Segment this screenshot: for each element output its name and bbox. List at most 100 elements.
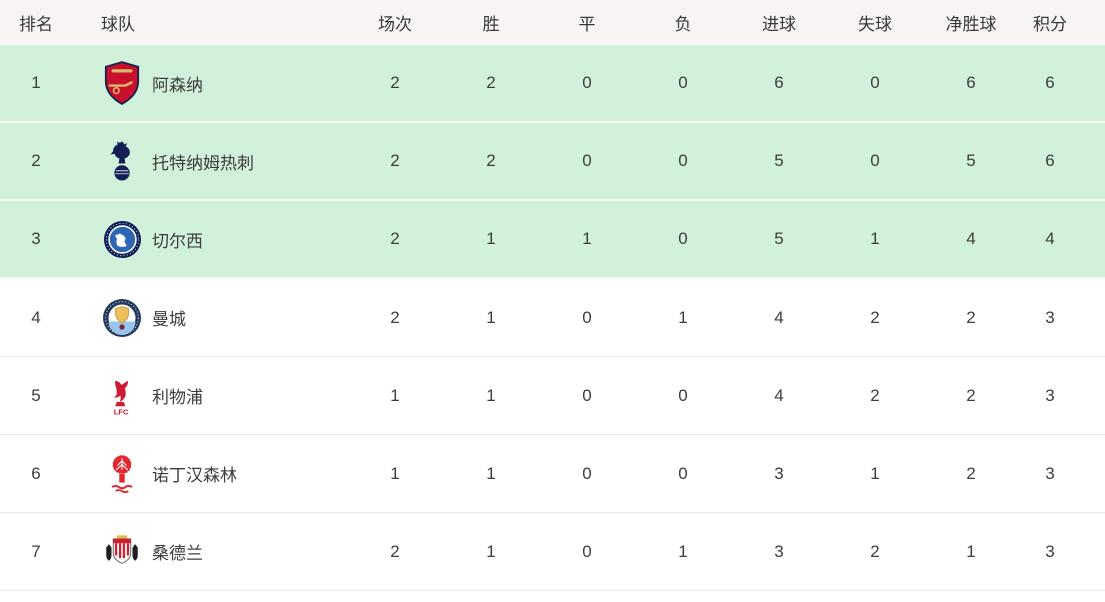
table-row[interactable]: 2 托特纳姆热刺 2 2 0 0 5 0 5 6 — [0, 123, 1105, 201]
header-team: 球队 — [101, 15, 135, 34]
stat-cell: 2 — [390, 73, 400, 92]
stat-cell: 2 — [870, 307, 880, 327]
table-row[interactable]: 5 LFC 利物浦 1 1 0 0 4 2 2 3 — [0, 357, 1105, 435]
stat-cell: 0 — [582, 385, 592, 405]
stat-cell: 6 — [966, 73, 976, 92]
stat-cell: 0 — [582, 73, 592, 92]
team-cell: 诺丁汉森林 — [72, 450, 347, 498]
team-cell: 切尔西 — [72, 215, 347, 263]
table-row[interactable]: 3 切尔西 2 1 1 0 5 1 4 4 — [0, 201, 1105, 279]
stat-cell: 2 — [486, 73, 496, 92]
stat-cell: 1 — [966, 541, 976, 561]
header-goal-diff: 净胜球 — [945, 15, 997, 34]
stat-cell: 4 — [966, 229, 976, 248]
stat-cell: 1 — [582, 229, 592, 248]
table-row[interactable]: 7 桑德兰 2 1 0 1 3 2 1 3 — [0, 513, 1105, 591]
team-name: 切尔西 — [152, 231, 203, 251]
stat-cell: 3 — [1045, 463, 1055, 483]
table-row[interactable]: 6 诺丁汉森林 1 1 0 0 3 1 2 3 — [0, 435, 1105, 513]
table-header: 排名 球队 场次 胜 平 负 进球 失球 净胜球 积分 — [0, 0, 1105, 45]
team-logo — [101, 137, 143, 185]
stat-cell: 3 — [774, 463, 784, 483]
stat-cell: 3 — [774, 541, 784, 561]
team-name: 曼城 — [152, 310, 186, 329]
stat-cell: 0 — [678, 151, 688, 170]
stat-cell: 1 — [486, 385, 496, 405]
stat-cell: 2 — [390, 541, 400, 561]
stat-cell: 2 — [390, 307, 400, 327]
stat-cell: 6 — [1045, 151, 1055, 170]
stat-cell: 0 — [582, 307, 592, 327]
team-name: 利物浦 — [152, 388, 203, 407]
stat-cell: 4 — [774, 307, 784, 327]
rank-cell: 7 — [31, 541, 41, 561]
stat-cell: 2 — [966, 463, 976, 483]
team-logo — [101, 450, 143, 498]
header-played: 场次 — [378, 15, 412, 34]
stat-cell: 0 — [678, 229, 688, 248]
header-goals-for: 进球 — [762, 15, 796, 34]
stat-cell: 5 — [966, 151, 976, 170]
nottingham-forest-crest-icon — [111, 454, 133, 493]
stat-cell: 4 — [774, 385, 784, 405]
stat-cell: 1 — [678, 541, 688, 561]
team-name: 诺丁汉森林 — [152, 466, 237, 485]
team-cell: 桑德兰 — [72, 528, 347, 576]
stat-cell: 2 — [390, 229, 400, 248]
tottenham-crest-icon — [110, 141, 130, 181]
stat-cell: 0 — [582, 151, 592, 170]
stat-cell: 0 — [870, 73, 880, 92]
stat-cell: 1 — [390, 385, 400, 405]
stat-cell: 1 — [486, 229, 496, 248]
team-cell: 阿森纳 — [72, 59, 347, 107]
stat-cell: 0 — [582, 463, 592, 483]
team-logo — [101, 528, 143, 576]
table-row[interactable]: 1 阿森纳 2 2 0 0 6 0 6 6 — [0, 45, 1105, 123]
rank-cell: 2 — [31, 151, 41, 170]
stat-cell: 0 — [678, 73, 688, 92]
stat-cell: 2 — [390, 151, 400, 170]
header-rank: 排名 — [19, 15, 53, 34]
stat-cell: 2 — [486, 151, 496, 170]
stat-cell: 0 — [678, 463, 688, 483]
stat-cell: 4 — [1045, 229, 1055, 248]
stat-cell: 0 — [582, 541, 592, 561]
stat-cell: 0 — [870, 151, 880, 170]
stat-cell: 1 — [486, 463, 496, 483]
header-lost: 负 — [674, 15, 692, 34]
stat-cell: 3 — [1045, 385, 1055, 405]
rank-cell: 1 — [31, 73, 41, 92]
header-points: 积分 — [1033, 15, 1067, 34]
team-name: 桑德兰 — [152, 544, 203, 563]
stat-cell: 1 — [870, 229, 880, 248]
stat-cell: 5 — [774, 151, 784, 170]
rank-cell: 3 — [31, 229, 41, 248]
stat-cell: 3 — [1045, 307, 1055, 327]
svg-text:LFC: LFC — [114, 407, 129, 416]
stat-cell: 2 — [870, 385, 880, 405]
team-logo — [101, 59, 143, 107]
team-cell: 托特纳姆热刺 — [72, 137, 347, 185]
team-logo — [101, 215, 143, 263]
table-body: 1 阿森纳 2 2 0 0 6 0 6 6 2 — [0, 45, 1105, 591]
stat-cell: 0 — [678, 385, 688, 405]
stat-cell: 1 — [486, 307, 496, 327]
stat-cell: 1 — [678, 307, 688, 327]
rank-cell: 5 — [31, 385, 41, 405]
stat-cell: 6 — [1045, 73, 1055, 92]
man-city-crest-icon — [103, 298, 141, 337]
rank-cell: 6 — [31, 463, 41, 483]
stat-cell: 5 — [774, 229, 784, 248]
team-name: 托特纳姆热刺 — [152, 153, 254, 173]
team-logo: LFC — [101, 372, 143, 420]
sunderland-crest-icon — [106, 534, 138, 564]
stat-cell: 2 — [870, 541, 880, 561]
arsenal-crest-icon — [104, 61, 140, 105]
liverpool-crest-icon: LFC — [114, 380, 129, 416]
stat-cell: 3 — [1045, 541, 1055, 561]
team-cell: LFC 利物浦 — [72, 372, 347, 420]
team-logo — [101, 294, 143, 342]
team-name: 阿森纳 — [152, 75, 203, 95]
table-row[interactable]: 4 曼城 2 1 0 1 4 2 2 3 — [0, 279, 1105, 357]
